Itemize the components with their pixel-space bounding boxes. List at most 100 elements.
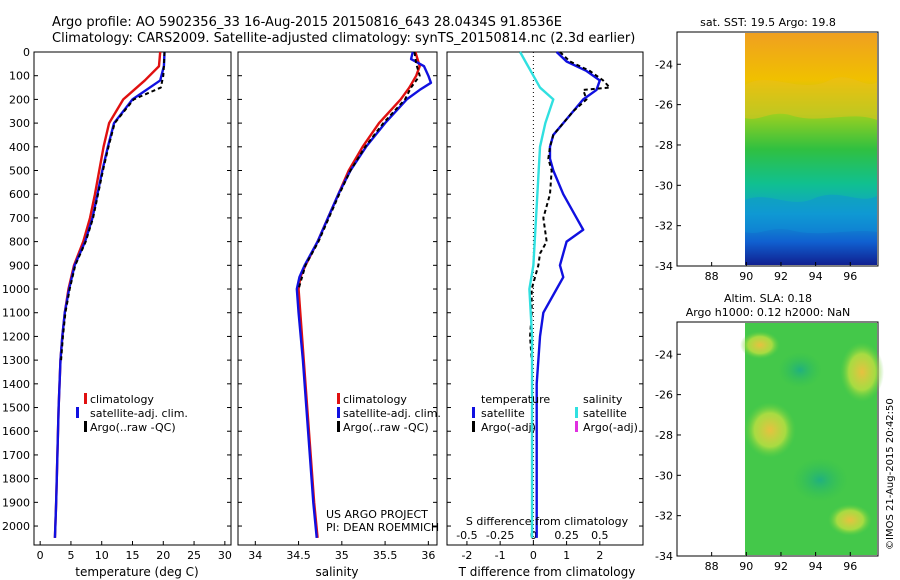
map-x-tick-label: 92 [774, 560, 788, 573]
legend-swatch-t-argo [472, 421, 475, 432]
legend-label-s-argo: Argo(-adj) [583, 421, 638, 434]
map-y-tick-label: -28 [655, 429, 673, 442]
depth-tick-label: 1900 [2, 496, 30, 509]
top-x-tick-label: 0.25 [554, 529, 579, 542]
temperature-series-climatology [53, 51, 162, 538]
depth-tick-label: 1700 [2, 449, 30, 462]
legend-label-argo: Argo(..raw -QC) [343, 421, 429, 434]
x-tick-label: 35 [335, 549, 349, 562]
temperature-axis-label: temperature (deg C) [75, 565, 198, 579]
depth-tick-label: 1600 [2, 425, 30, 438]
map-y-tick-label: -34 [655, 550, 673, 563]
depth-tick-label: 1300 [2, 354, 30, 367]
legend-label-s-satellite: satellite [583, 407, 627, 420]
depth-tick-label: 200 [9, 93, 30, 106]
map-y-tick-label: -32 [655, 510, 673, 523]
legend-swatch-s-argo [575, 421, 578, 432]
x-tick-label: -1 [495, 549, 506, 562]
sla-low-anomaly [792, 458, 848, 502]
x-tick-label: 30 [218, 549, 232, 562]
x-tick-label: 25 [187, 549, 201, 562]
depth-tick-label: 1200 [2, 330, 30, 343]
map-x-tick-label: 92 [774, 270, 788, 283]
x-tick-label: 34.5 [286, 549, 311, 562]
difference-panel: -2 -1 0 1 2 -0.5 -0.25 0 0.25 0.5 [446, 51, 644, 562]
imos-stamp: ©IMOS 21-Aug-2015 20:42:50 [885, 398, 896, 550]
map-x-tick-label: 90 [739, 270, 753, 283]
legend-swatch-argo [337, 421, 340, 432]
x-tick-label: 15 [126, 549, 140, 562]
temperature-frame [33, 51, 232, 546]
legend-label-climatology: climatology [90, 393, 154, 406]
pi-annotation: PI: DEAN ROEMMICH [326, 521, 439, 534]
depth-tick-label: 0 [23, 46, 30, 59]
sla-map-title1: Altim. SLA: 0.18 [724, 292, 812, 305]
map-x-tick-label: 94 [809, 270, 823, 283]
map-y-tick-label: -24 [655, 58, 673, 71]
depth-tick-label: 2000 [2, 520, 30, 533]
salinity-axis-label: salinity [315, 565, 358, 579]
depth-tick-label: 1100 [2, 307, 30, 320]
map-y-tick-label: -30 [655, 469, 673, 482]
map-y-tick-label: -32 [655, 220, 673, 233]
x-tick-label: 10 [95, 549, 109, 562]
map-x-tick-label: 90 [739, 560, 753, 573]
s-difference-axis-label: S difference from climatology [466, 515, 629, 528]
sla-map-title2: Argo h1000: 0.12 h2000: NaN [686, 306, 851, 319]
top-x-tick-label: 0 [530, 529, 537, 542]
map-y-tick-label: -28 [655, 139, 673, 152]
legend-label-climatology: climatology [343, 393, 407, 406]
x-tick-label: -2 [461, 549, 472, 562]
sst-cool-band [745, 194, 877, 234]
top-x-tick-label: 0.5 [591, 529, 609, 542]
depth-tick-label: 600 [9, 188, 30, 201]
temperature-series-argo-raw-qc- [60, 51, 166, 361]
x-tick-label: 20 [156, 549, 170, 562]
sla-map-frame [676, 321, 879, 557]
legend-label-argo: Argo(..raw -QC) [90, 421, 176, 434]
x-tick-label: 5 [67, 549, 74, 562]
depth-tick-label: 800 [9, 236, 30, 249]
legend-swatch-satellite [76, 407, 79, 418]
legend-label-satellite: satellite-adj. clim. [90, 407, 188, 420]
salinity-series-argo-raw-qc- [297, 51, 421, 290]
legend-title-temperature: temperature [481, 393, 550, 406]
legend-title-salinity: salinity [583, 393, 623, 406]
x-tick-label: 1 [563, 549, 570, 562]
legend-swatch-argo [84, 421, 87, 432]
depth-tick-label: 400 [9, 141, 30, 154]
x-tick-label: 34 [248, 549, 262, 562]
salinity-legend: climatology satellite-adj. clim. Argo(..… [326, 393, 441, 534]
x-tick-label: 2 [596, 549, 603, 562]
map-y-tick-label: -26 [655, 99, 673, 112]
depth-tick-label: 700 [9, 212, 30, 225]
map-y-tick-label: -24 [655, 348, 673, 361]
x-tick-label: 35.5 [373, 549, 398, 562]
difference-legend: temperature salinity satellite Argo(-adj… [472, 393, 638, 434]
legend-swatch-t-satellite [472, 407, 475, 418]
legend-swatch-climatology [84, 393, 87, 404]
header-line1: Argo profile: AO 5902356_33 16-Aug-2015 … [52, 15, 562, 30]
depth-tick-label: 300 [9, 117, 30, 130]
sst-warm-band [745, 77, 877, 120]
salinity-series-satellite-adj-clim- [295, 51, 433, 539]
sla-high-anomaly [828, 504, 872, 536]
x-tick-label: 36 [421, 549, 435, 562]
x-tick-label: 0 [37, 549, 44, 562]
map-y-tick-label: -26 [655, 389, 673, 402]
depth-tick-label: 1500 [2, 402, 30, 415]
sla-high-anomaly [740, 331, 780, 359]
map-x-tick-label: 88 [705, 270, 719, 283]
map-x-tick-label: 88 [705, 560, 719, 573]
legend-label-satellite: satellite-adj. clim. [343, 407, 441, 420]
depth-tick-label: 900 [9, 259, 30, 272]
top-x-tick-label: -0.5 [456, 529, 477, 542]
top-x-tick-label: -0.25 [486, 529, 514, 542]
sst-map-field [745, 33, 877, 265]
depth-tick-label: 500 [9, 165, 30, 178]
difference-series-t-argo-adj- [529, 51, 611, 361]
t-difference-axis-label: T difference from climatology [458, 565, 636, 579]
map-x-tick-label: 94 [809, 560, 823, 573]
salinity-frame [237, 51, 438, 546]
